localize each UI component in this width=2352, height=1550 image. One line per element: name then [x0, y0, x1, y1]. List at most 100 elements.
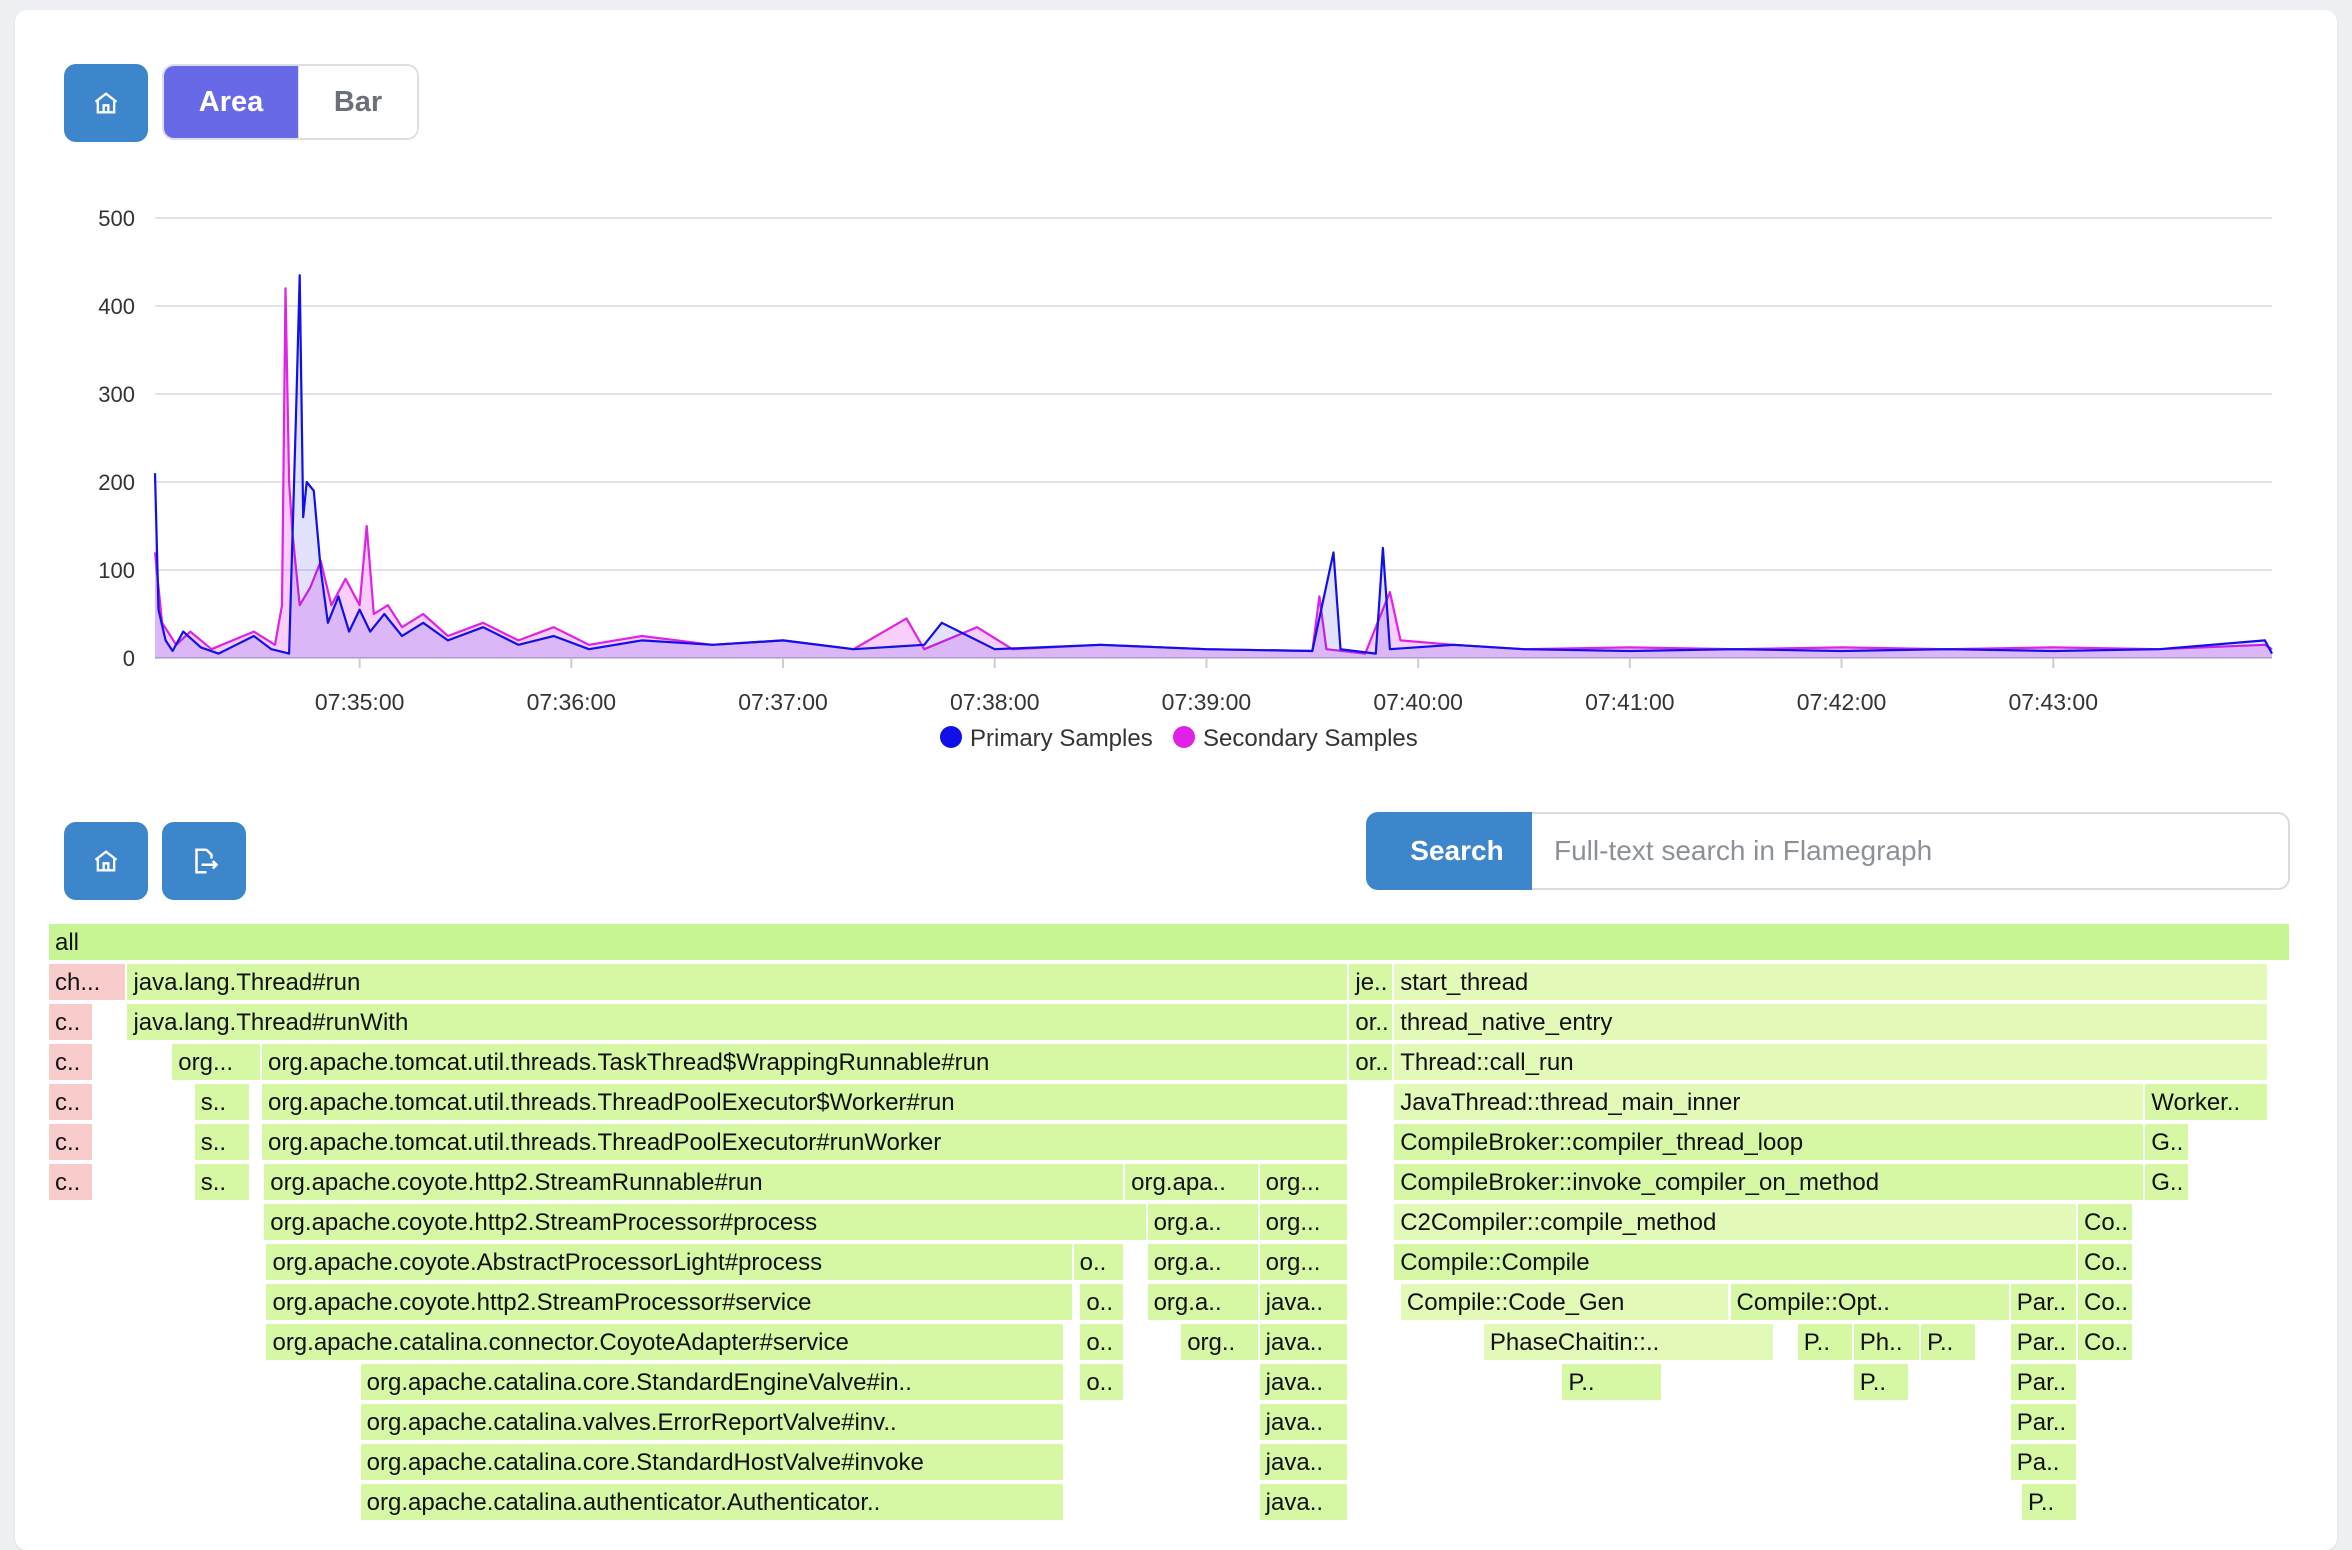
x-tick-label: 07:42:00 [1797, 689, 1887, 715]
export-button[interactable] [162, 822, 246, 900]
flame-frame[interactable]: org.apache.catalina.valves.ErrorReportVa… [360, 1404, 1065, 1442]
flame-frame[interactable]: o.. [1073, 1244, 1126, 1282]
flame-frame[interactable]: c.. [49, 1044, 94, 1082]
x-tick-label: 07:39:00 [1162, 689, 1252, 715]
y-axis-ticks: 0 100 200 300 400 500 [98, 206, 135, 671]
chart-home-button[interactable] [64, 64, 148, 142]
flame-frame[interactable]: org.apache.tomcat.util.threads.ThreadPoo… [261, 1084, 1350, 1122]
flame-frame[interactable]: s.. [194, 1084, 251, 1122]
flame-frame[interactable]: org... [172, 1044, 262, 1082]
flame-frame[interactable]: s.. [194, 1164, 251, 1202]
flame-frame[interactable]: Par.. [2010, 1324, 2078, 1362]
bar-mode-button[interactable]: Bar [298, 66, 417, 138]
flame-frame[interactable]: s.. [194, 1124, 251, 1162]
flame-frame[interactable]: start_thread [1394, 964, 2269, 1002]
flame-frame[interactable]: JavaThread::thread_main_inner [1394, 1084, 2146, 1122]
flame-frame[interactable]: Co.. [2078, 1244, 2135, 1282]
flame-frame[interactable]: java.. [1259, 1364, 1350, 1402]
flame-frame[interactable]: o.. [1080, 1324, 1126, 1362]
flame-frame[interactable]: org.apache.coyote.http2.StreamProcessor#… [266, 1284, 1074, 1322]
chart-grid [155, 217, 2272, 659]
flame-frame[interactable]: CompileBroker::compiler_thread_loop [1394, 1124, 2146, 1162]
flame-frame[interactable]: c.. [49, 1004, 94, 1042]
flame-frame[interactable]: org.apache.catalina.connector.CoyoteAdap… [266, 1324, 1065, 1362]
flame-frame[interactable]: org.apache.catalina.core.StandardEngineV… [360, 1364, 1065, 1402]
flame-frame[interactable]: Compile::Opt.. [1730, 1284, 2011, 1322]
chart-series [153, 274, 2273, 658]
flamegraph-home-button[interactable] [64, 822, 148, 900]
flame-frame[interactable]: Co.. [2078, 1204, 2135, 1242]
flame-frame[interactable]: CompileBroker::invoke_compiler_on_method [1394, 1164, 2146, 1202]
flame-frame[interactable]: java.lang.Thread#runWith [127, 1004, 1350, 1042]
flame-frame[interactable]: org.apache.tomcat.util.threads.TaskThrea… [261, 1044, 1350, 1082]
flame-frame[interactable]: Compile::Compile [1394, 1244, 2078, 1282]
flame-frame[interactable]: c.. [49, 1164, 94, 1202]
flame-frame[interactable]: o.. [1080, 1364, 1126, 1402]
legend-label[interactable]: Secondary Samples [1203, 725, 1418, 752]
legend-marker[interactable] [1173, 726, 1195, 748]
x-tick-label: 07:41:00 [1585, 689, 1675, 715]
flamegraph-search-input[interactable] [1532, 812, 2290, 890]
flame-frame[interactable]: org.apache.coyote.AbstractProcessorLight… [266, 1244, 1074, 1282]
flame-frame[interactable]: Co.. [2078, 1284, 2135, 1322]
flame-frame[interactable]: Par.. [2010, 1404, 2078, 1442]
flame-frame[interactable]: java.. [1259, 1284, 1350, 1322]
chart-legend: Primary Samples Secondary Samples [940, 725, 1418, 752]
flame-frame[interactable]: all [49, 924, 2291, 962]
x-tick-label: 07:40:00 [1373, 689, 1463, 715]
x-tick-label: 07:35:00 [315, 689, 405, 715]
flame-frame[interactable]: org.a.. [1147, 1284, 1260, 1322]
legend-label[interactable]: Primary Samples [970, 725, 1153, 752]
area-mode-button[interactable]: Area [164, 66, 298, 138]
flame-frame[interactable]: or.. [1349, 1004, 1395, 1042]
flame-frame[interactable]: org... [1259, 1204, 1350, 1242]
flame-frame[interactable]: thread_native_entry [1394, 1004, 2269, 1042]
series-area [155, 275, 2272, 658]
flame-frame[interactable]: G.. [2145, 1164, 2191, 1202]
flame-frame[interactable]: Pa.. [2010, 1444, 2078, 1482]
export-icon [195, 848, 219, 874]
x-tick-label: 07:36:00 [527, 689, 617, 715]
flame-frame[interactable]: org.apache.coyote.http2.StreamProcessor#… [264, 1204, 1148, 1242]
flame-frame[interactable]: org.apache.catalina.core.StandardHostVal… [360, 1444, 1065, 1482]
flame-frame[interactable]: P.. [1853, 1364, 1910, 1402]
flame-frame[interactable]: Worker.. [2145, 1084, 2269, 1122]
flame-frame[interactable]: org.apa.. [1125, 1164, 1260, 1202]
legend-marker[interactable] [940, 726, 962, 748]
flame-frame[interactable]: org.apache.catalina.authenticator.Authen… [360, 1484, 1065, 1522]
flame-frame[interactable]: c.. [49, 1124, 94, 1162]
flame-frame[interactable]: Par.. [2010, 1284, 2078, 1322]
flame-frame[interactable]: java.. [1259, 1404, 1350, 1442]
flame-frame[interactable]: java.. [1259, 1324, 1350, 1362]
flame-frame[interactable]: java.lang.Thread#run [127, 964, 1350, 1002]
flame-frame[interactable]: P.. [2021, 1484, 2078, 1522]
flame-frame[interactable]: org.. [1181, 1324, 1260, 1362]
flame-frame[interactable]: java.. [1259, 1484, 1350, 1522]
flame-frame[interactable]: Ph.. [1853, 1324, 1922, 1362]
flame-frame[interactable]: org.a.. [1147, 1244, 1260, 1282]
flame-frame[interactable]: C2Compiler::compile_method [1394, 1204, 2078, 1242]
flame-frame[interactable]: Compile::Code_Gen [1400, 1284, 1731, 1322]
flame-frame[interactable]: o.. [1080, 1284, 1126, 1322]
flame-frame[interactable]: c.. [49, 1084, 94, 1122]
flame-frame[interactable]: org... [1259, 1244, 1350, 1282]
flame-frame[interactable]: org... [1259, 1164, 1350, 1202]
y-tick-label: 400 [98, 294, 135, 319]
flame-frame[interactable]: org.apache.tomcat.util.threads.ThreadPoo… [261, 1124, 1350, 1162]
flame-frame[interactable]: P.. [1797, 1324, 1854, 1362]
flame-frame[interactable]: PhaseChaitin::.. [1483, 1324, 1776, 1362]
flame-frame[interactable]: ch... [49, 964, 128, 1002]
flame-frame[interactable]: org.apache.coyote.http2.StreamRunnable#r… [264, 1164, 1126, 1202]
flame-frame[interactable]: org.a.. [1147, 1204, 1260, 1242]
flame-frame[interactable]: or.. [1349, 1044, 1395, 1082]
flame-frame[interactable]: Thread::call_run [1394, 1044, 2269, 1082]
flame-frame[interactable]: Co.. [2078, 1324, 2135, 1362]
flame-frame[interactable]: G.. [2145, 1124, 2191, 1162]
x-tick-label: 07:38:00 [950, 689, 1040, 715]
search-button[interactable]: Search [1366, 812, 1548, 890]
flame-frame[interactable]: java.. [1259, 1444, 1350, 1482]
flame-frame[interactable]: P.. [1921, 1324, 1978, 1362]
flame-frame[interactable]: je.. [1349, 964, 1395, 1002]
flame-frame[interactable]: P.. [1562, 1364, 1664, 1402]
flame-frame[interactable]: Par.. [2010, 1364, 2078, 1402]
